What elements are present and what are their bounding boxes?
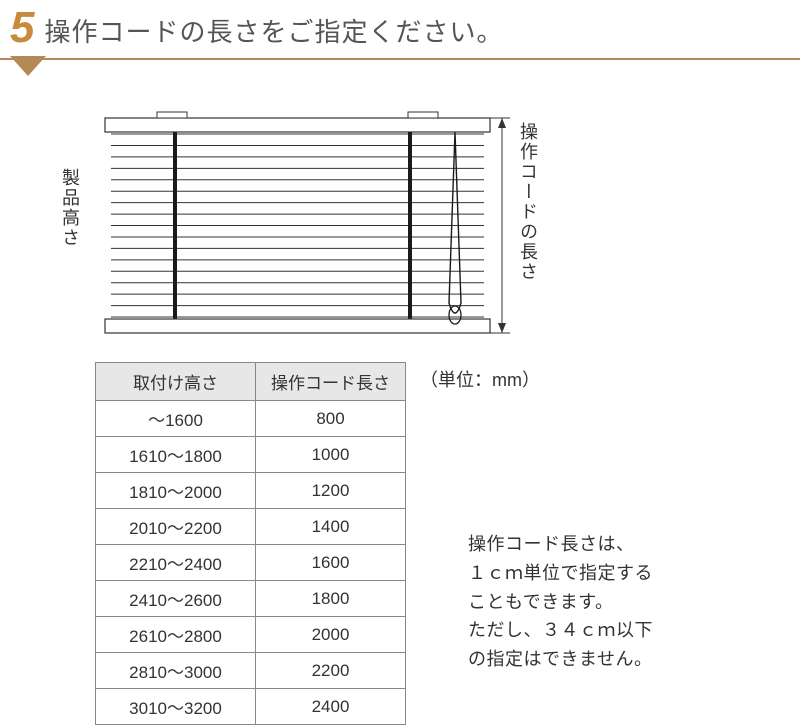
table-cell: 2210～2400 xyxy=(96,545,256,581)
table-row: ～1600800 xyxy=(96,401,406,437)
note-text: 操作コード長さは、１ｃｍ単位で指定することもできます。ただし、３４ｃｍ以下の指定… xyxy=(468,530,653,674)
table-cell: 3010～3200 xyxy=(96,689,256,725)
table-cell: 1810～2000 xyxy=(96,473,256,509)
table-row: 2410～26001800 xyxy=(96,581,406,617)
table-cell: 2810～3000 xyxy=(96,653,256,689)
step-header: 5 操作コードの長さをご指定ください。 xyxy=(0,0,800,60)
table-cell: 2410～2600 xyxy=(96,581,256,617)
table-header: 取付け高さ xyxy=(96,363,256,401)
table-cell: 1000 xyxy=(256,437,406,473)
diagram-left-label: 製品高さ xyxy=(57,168,83,248)
table-row: 1810～20001200 xyxy=(96,473,406,509)
table-cell: 1200 xyxy=(256,473,406,509)
table-cell: ～1600 xyxy=(96,401,256,437)
table-row: 3010～32002400 xyxy=(96,689,406,725)
table-cell: 1600 xyxy=(256,545,406,581)
diagram-right-label: 操作コードの長さ xyxy=(515,122,541,282)
table-row: 1610～18001000 xyxy=(96,437,406,473)
diagram: 製品高さ 操作コードの長さ xyxy=(95,108,800,348)
table-row: 2010～22001400 xyxy=(96,509,406,545)
table-cell: 800 xyxy=(256,401,406,437)
table-cell: 2200 xyxy=(256,653,406,689)
blind-diagram-svg xyxy=(95,108,565,348)
table-cell: 1800 xyxy=(256,581,406,617)
spec-table: 取付け高さ操作コード長さ～16008001610～180010001810～20… xyxy=(95,362,406,725)
step-number: 5 xyxy=(10,6,34,50)
table-cell: 2400 xyxy=(256,689,406,725)
table-row: 2210～24001600 xyxy=(96,545,406,581)
step-title: 操作コードの長さをご指定ください。 xyxy=(44,12,503,49)
unit-label: （単位：mm） xyxy=(420,366,540,392)
arrow-down-icon xyxy=(10,56,46,76)
table-cell: 2000 xyxy=(256,617,406,653)
table-cell: 2610～2800 xyxy=(96,617,256,653)
table-row: 2810～30002200 xyxy=(96,653,406,689)
table-row: 2610～28002000 xyxy=(96,617,406,653)
table-cell: 1610～1800 xyxy=(96,437,256,473)
spec-table-wrap: 取付け高さ操作コード長さ～16008001610～180010001810～20… xyxy=(95,362,800,725)
table-cell: 1400 xyxy=(256,509,406,545)
table-header: 操作コード長さ xyxy=(256,363,406,401)
table-cell: 2010～2200 xyxy=(96,509,256,545)
